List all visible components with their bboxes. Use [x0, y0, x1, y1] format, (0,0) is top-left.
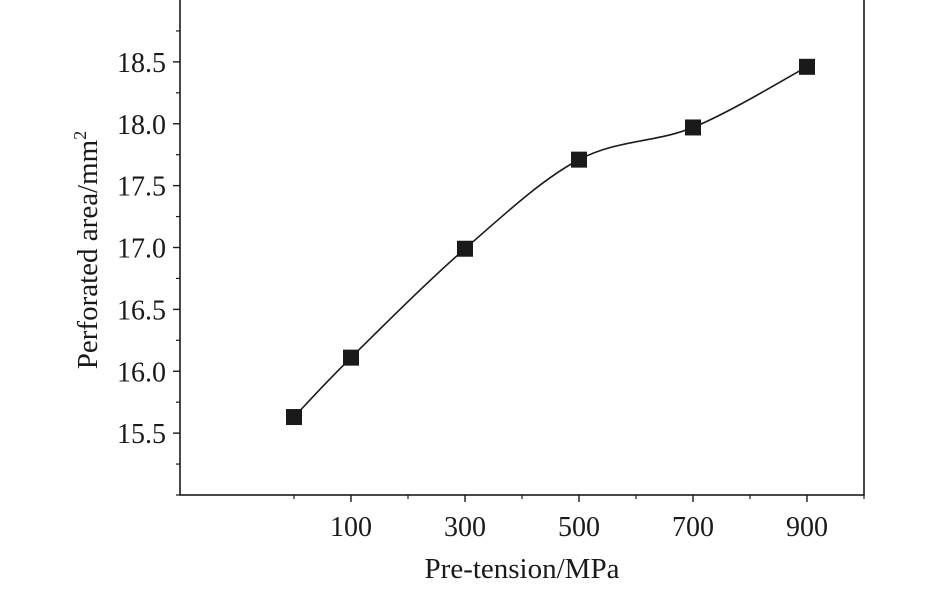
series-curve-layer — [293, 66, 808, 418]
x-tick-label: 900 — [786, 512, 828, 543]
x-tick-label: 500 — [558, 512, 600, 543]
data-point — [571, 151, 587, 168]
axes: 100 300 500 700 900 15.5 16.0 16.5 17.0 17.5 18.0 1… — [117, 0, 865, 543]
y-tick-label: 18.0 — [117, 110, 166, 141]
y-axis-title-group: Perforated area/mm2 — [70, 131, 104, 369]
series-markers — [286, 58, 815, 426]
y-axis-title-superscript: 2 — [70, 131, 90, 140]
data-point — [343, 349, 359, 366]
x-axis-title: Pre-tension/MPa — [425, 553, 620, 585]
x-tick-label: 700 — [672, 512, 714, 543]
y-tick-label: 16.0 — [117, 357, 166, 388]
y-tick-label: 16.5 — [117, 295, 166, 326]
y-tick-label: 18.5 — [117, 48, 166, 79]
y-axis-title-main: Perforated area/mm — [72, 139, 104, 369]
y-tick-label: 17.5 — [117, 172, 166, 203]
data-point — [457, 240, 473, 257]
data-point — [286, 409, 302, 426]
y-axis-title: Perforated area/mm2 — [70, 131, 104, 369]
x-tick-label: 100 — [330, 512, 372, 543]
y-tick-label: 15.5 — [117, 419, 166, 450]
series-line — [293, 66, 808, 418]
x-tick-label: 300 — [444, 512, 486, 543]
data-point — [799, 58, 815, 75]
y-tick-label: 17.0 — [117, 234, 166, 265]
data-point — [685, 119, 701, 136]
plot-frame — [179, 0, 865, 496]
